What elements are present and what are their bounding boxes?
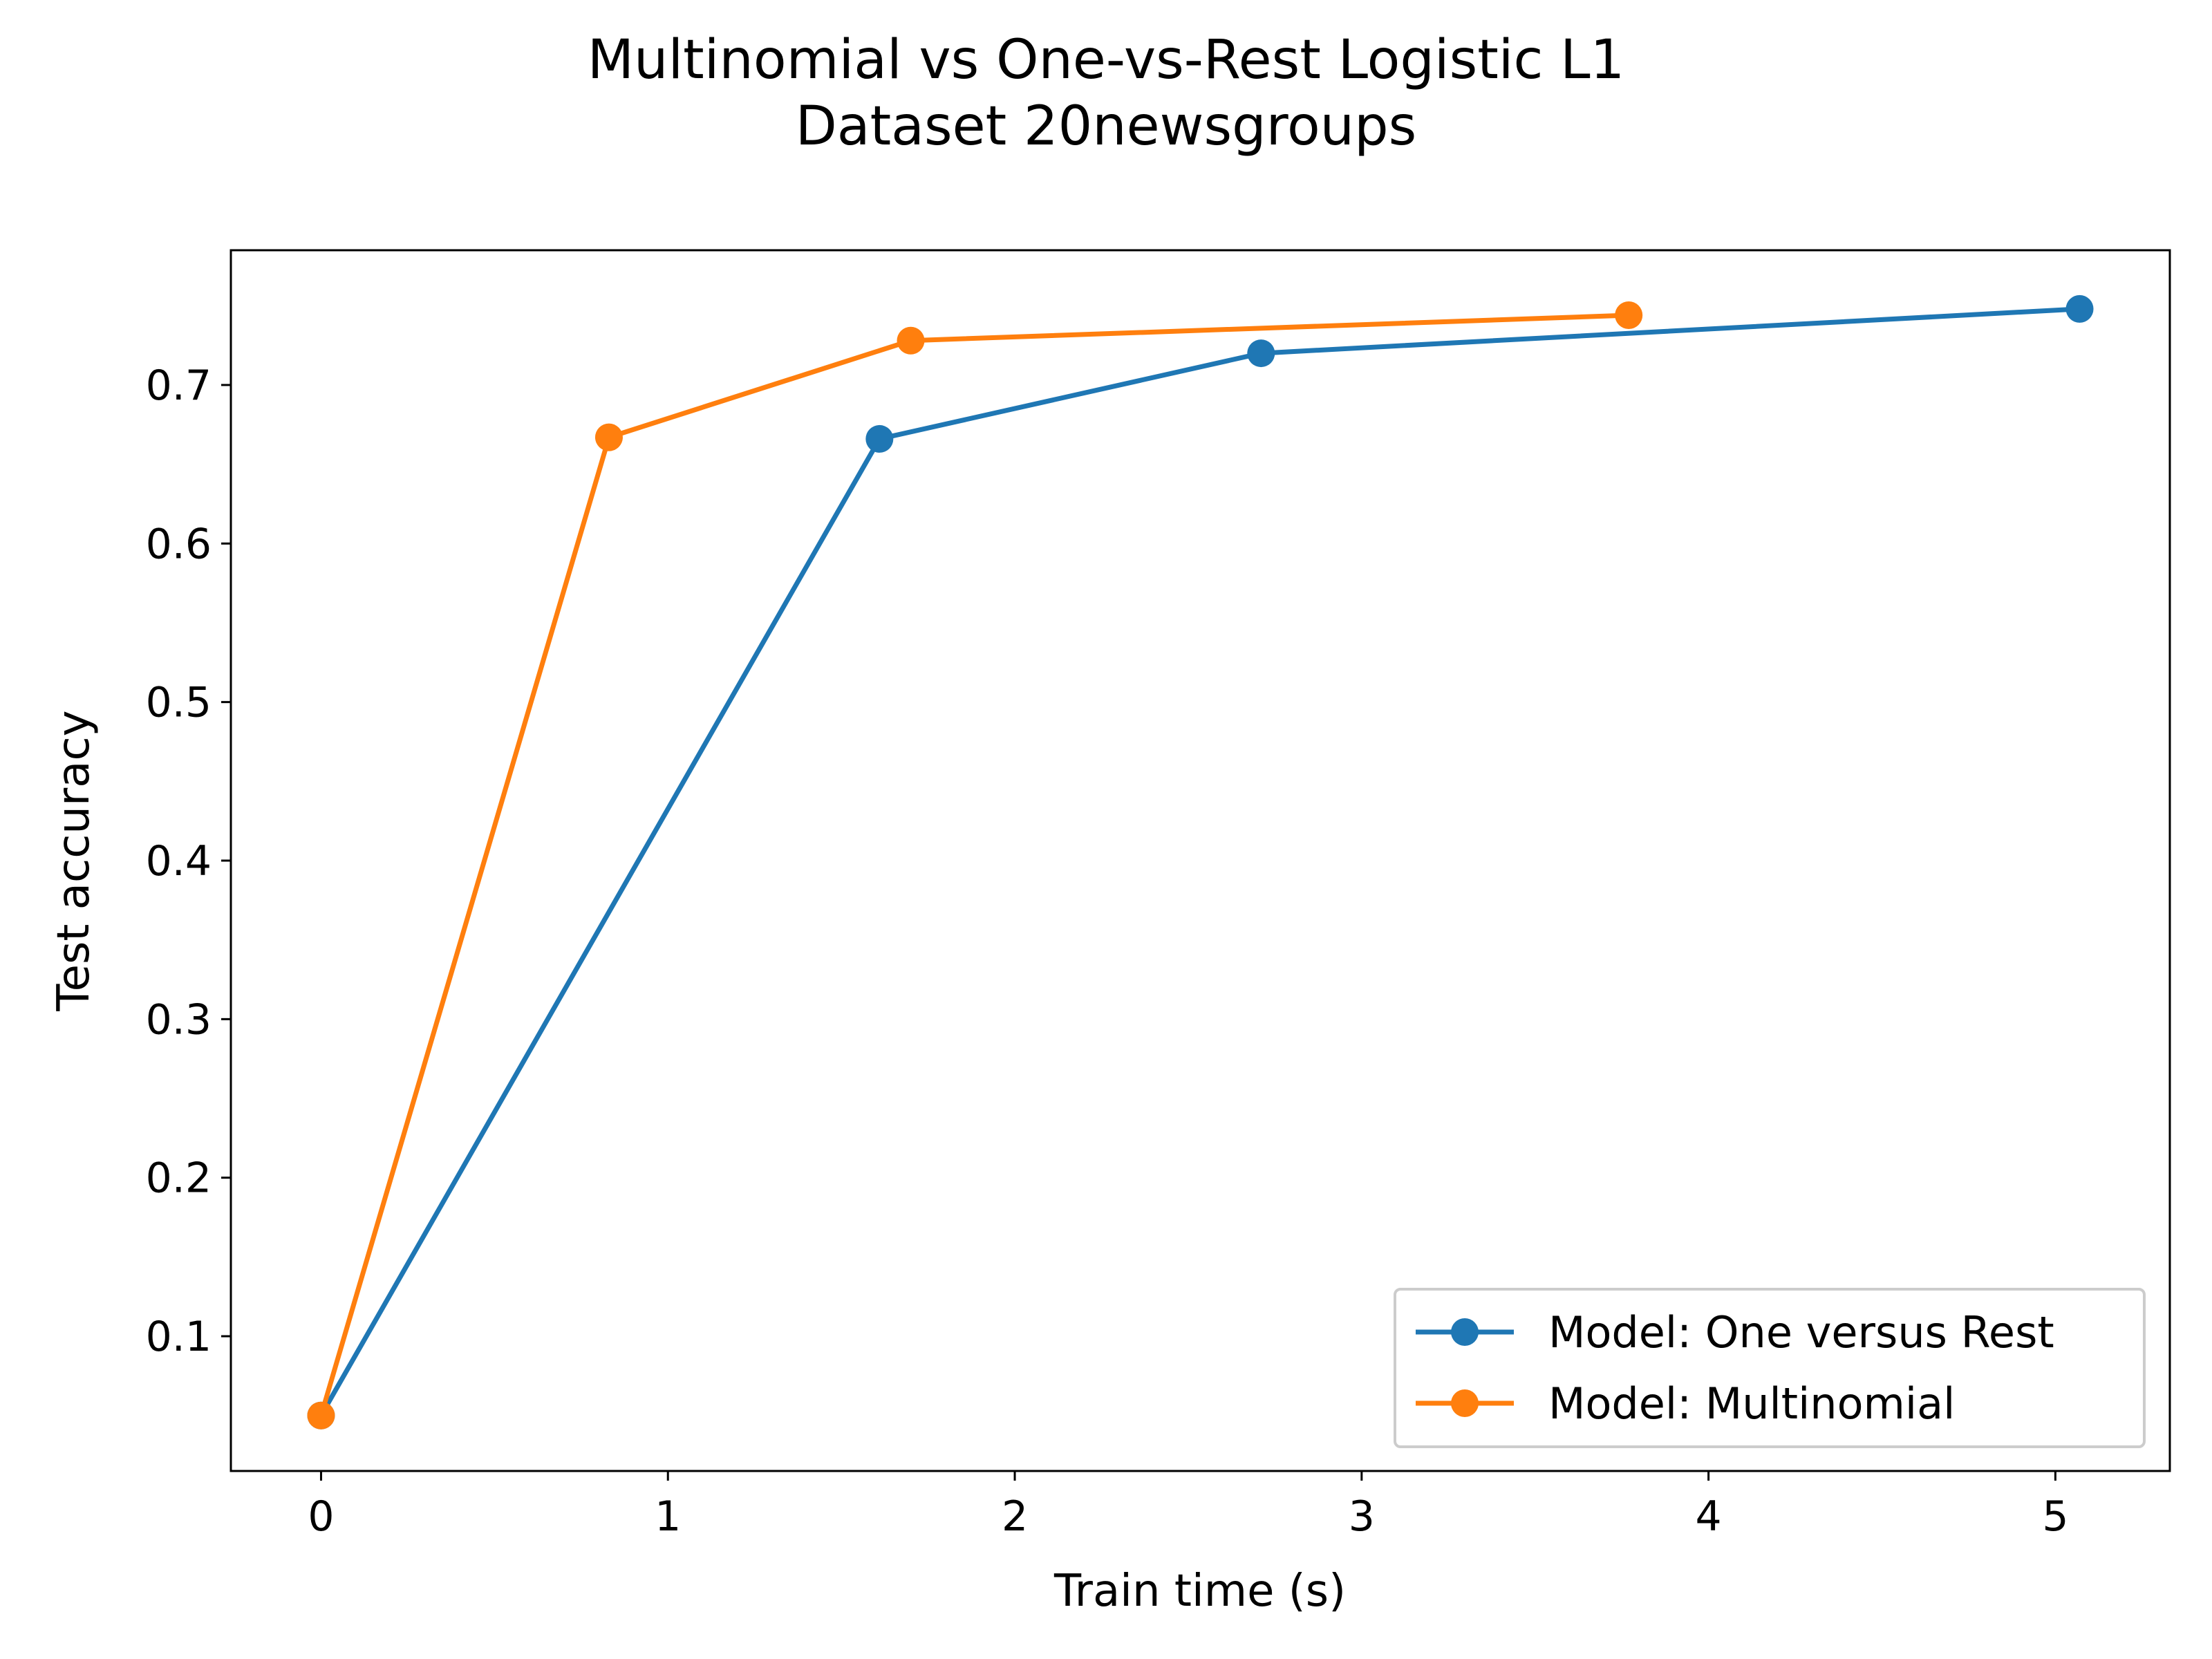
x-tick-label: 2 <box>1002 1492 1028 1541</box>
y-axis: 0.1 0.2 0.3 0.4 0.5 0.6 0.7 <box>146 362 231 1361</box>
x-tick-label: 5 <box>2042 1492 2068 1541</box>
legend-marker <box>1451 1389 1479 1417</box>
chart-title-line-2: Dataset 20newsgroups <box>795 95 1417 158</box>
y-tick-label: 0.4 <box>146 837 212 885</box>
x-tick-label: 4 <box>1696 1492 1722 1541</box>
data-point-multinomial <box>307 1401 335 1430</box>
series-line-multinomial <box>319 312 1629 1416</box>
data-point-one-vs-rest <box>1247 339 1275 368</box>
y-tick-label: 0.1 <box>146 1313 212 1361</box>
chart-title-line-1: Multinomial vs One-vs-Rest Logistic L1 <box>587 29 1625 91</box>
x-axis-label: Train time (s) <box>1053 1566 1346 1617</box>
y-tick-label: 0.2 <box>146 1154 212 1203</box>
data-point-one-vs-rest <box>865 424 894 453</box>
data-point-one-vs-rest <box>2065 294 2094 323</box>
x-tick-label: 1 <box>655 1492 681 1541</box>
x-tick-label: 0 <box>308 1492 334 1541</box>
legend-box <box>1394 1288 2146 1448</box>
y-tick-label: 0.7 <box>146 362 212 410</box>
data-point-multinomial <box>594 423 623 451</box>
y-tick-label: 0.5 <box>146 679 212 727</box>
legend-label: Model: One versus Rest <box>1548 1307 2054 1358</box>
legend-label: Model: Multinomial <box>1548 1378 1955 1429</box>
y-tick-label: 0.3 <box>146 995 212 1044</box>
data-point-multinomial <box>897 326 925 355</box>
y-axis-label: Test accuracy <box>48 710 100 1011</box>
series-line-one-vs-rest <box>319 306 2080 1417</box>
x-axis: 0 1 2 3 4 5 <box>308 1471 2069 1541</box>
x-tick-label: 3 <box>1349 1492 1375 1541</box>
legend: Model: One versus Rest Model: Multinomial <box>1394 1288 2146 1448</box>
legend-marker <box>1451 1318 1479 1346</box>
y-tick-label: 0.6 <box>146 520 212 568</box>
data-point-multinomial <box>1615 301 1643 330</box>
series-layer <box>307 294 2094 1430</box>
